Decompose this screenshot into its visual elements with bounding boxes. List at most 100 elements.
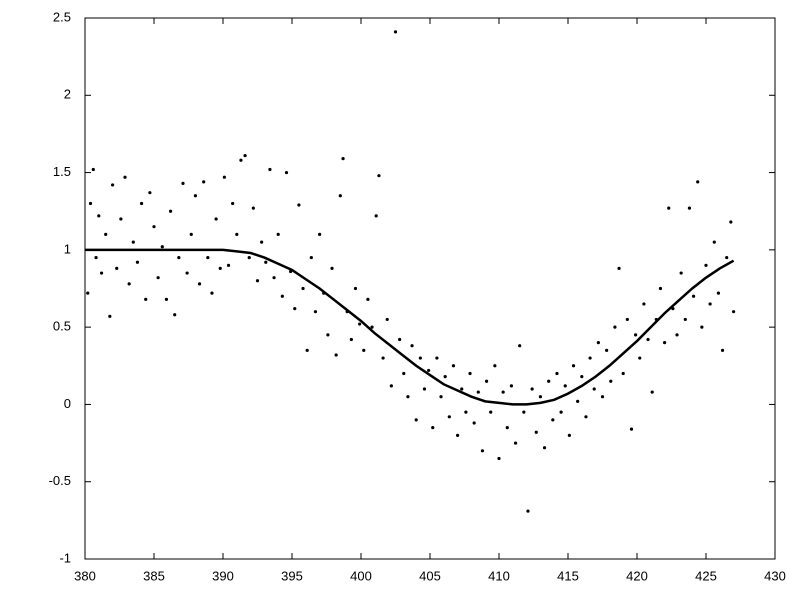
data-point bbox=[231, 201, 235, 206]
data-point bbox=[729, 220, 733, 224]
data-point bbox=[501, 390, 505, 394]
data-point bbox=[177, 255, 181, 260]
data-point bbox=[493, 364, 497, 368]
data-point bbox=[663, 341, 667, 345]
data-point bbox=[144, 297, 148, 301]
data-point bbox=[88, 201, 93, 206]
data-point bbox=[374, 214, 378, 218]
data-point bbox=[206, 255, 210, 260]
x-tick-label: 380 bbox=[74, 568, 96, 583]
data-point bbox=[505, 426, 509, 430]
data-point bbox=[268, 167, 272, 172]
data-point bbox=[297, 203, 301, 207]
data-point bbox=[280, 294, 284, 298]
x-tick-label: 430 bbox=[764, 568, 786, 583]
data-point bbox=[497, 456, 501, 461]
data-point bbox=[353, 286, 358, 291]
data-point bbox=[276, 232, 280, 236]
data-point bbox=[613, 325, 617, 329]
fit-line bbox=[85, 248, 735, 406]
data-point bbox=[725, 255, 729, 260]
data-point bbox=[683, 317, 687, 322]
data-point bbox=[108, 314, 112, 318]
x-tick-label: 425 bbox=[695, 568, 717, 583]
data-point bbox=[86, 291, 90, 295]
data-point bbox=[700, 325, 704, 329]
data-point bbox=[218, 266, 222, 271]
data-point bbox=[691, 294, 696, 298]
data-point bbox=[393, 30, 398, 34]
x-tick-label: 390 bbox=[212, 568, 234, 583]
data-point bbox=[214, 217, 218, 221]
y-tick-label: 2.5 bbox=[53, 9, 71, 24]
data-point bbox=[447, 415, 451, 419]
data-point bbox=[555, 371, 559, 376]
data-point bbox=[127, 282, 131, 286]
data-point bbox=[435, 356, 439, 360]
data-point bbox=[284, 170, 289, 175]
data-point bbox=[451, 364, 456, 368]
data-point bbox=[464, 410, 468, 414]
data-point bbox=[189, 232, 193, 236]
data-point bbox=[91, 167, 95, 172]
data-point bbox=[318, 232, 322, 236]
data-point bbox=[349, 337, 353, 342]
data-point bbox=[164, 297, 169, 301]
data-point bbox=[418, 356, 422, 360]
data-point bbox=[431, 426, 435, 430]
data-point bbox=[115, 266, 119, 271]
x-tick-label: 415 bbox=[557, 568, 579, 583]
data-point bbox=[210, 291, 214, 295]
data-point bbox=[301, 286, 305, 291]
data-point bbox=[406, 395, 410, 399]
data-point bbox=[243, 153, 247, 158]
data-point bbox=[542, 446, 547, 450]
data-point bbox=[567, 433, 571, 437]
data-point bbox=[389, 384, 393, 388]
data-point bbox=[139, 201, 144, 206]
data-point bbox=[576, 399, 580, 403]
y-tick-label: 0 bbox=[64, 396, 71, 411]
data-point bbox=[634, 333, 638, 337]
data-point bbox=[152, 225, 156, 229]
x-tick-label: 405 bbox=[419, 568, 441, 583]
data-point bbox=[226, 263, 231, 267]
y-tick-label: 1.5 bbox=[53, 164, 71, 179]
data-point bbox=[97, 214, 101, 218]
data-point bbox=[708, 302, 712, 306]
data-point bbox=[712, 240, 716, 244]
data-point bbox=[720, 348, 725, 352]
data-point bbox=[468, 371, 472, 376]
data-point bbox=[580, 375, 584, 379]
data-point bbox=[326, 333, 330, 337]
data-point bbox=[377, 174, 381, 178]
data-point bbox=[530, 387, 534, 391]
x-tick-label: 420 bbox=[626, 568, 648, 583]
data-point bbox=[414, 418, 418, 422]
data-point bbox=[596, 341, 600, 345]
data-point bbox=[518, 344, 522, 348]
data-point bbox=[559, 410, 563, 414]
data-point bbox=[551, 418, 555, 422]
data-point bbox=[398, 337, 402, 342]
data-point bbox=[193, 194, 197, 198]
data-point bbox=[460, 387, 464, 391]
data-point bbox=[696, 180, 700, 184]
data-point bbox=[522, 410, 526, 414]
data-point bbox=[185, 271, 189, 275]
data-point bbox=[135, 260, 140, 264]
data-point bbox=[168, 209, 173, 213]
data-point bbox=[222, 175, 226, 179]
y-tick-label: 0.5 bbox=[53, 319, 71, 334]
data-point bbox=[625, 317, 629, 322]
data-point bbox=[509, 384, 514, 388]
data-point bbox=[422, 387, 427, 391]
x-tick-label: 385 bbox=[143, 568, 165, 583]
data-point bbox=[642, 302, 646, 306]
data-point bbox=[605, 348, 609, 352]
data-point bbox=[563, 384, 567, 388]
data-point bbox=[370, 325, 374, 329]
data-point bbox=[617, 266, 621, 271]
